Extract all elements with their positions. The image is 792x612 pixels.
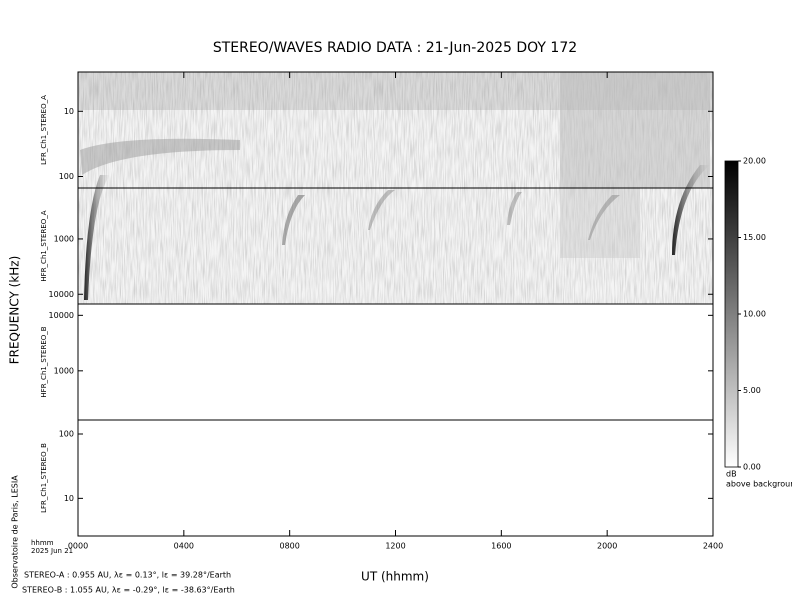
x-tick-label: 2000	[597, 542, 617, 551]
panel-label: HFR_Ch1_STEREO_B	[40, 326, 48, 397]
credit: Observatoire de Paris, LESIA	[11, 475, 20, 589]
panel-frame	[77, 419, 714, 537]
y-tick-label: 10	[64, 494, 74, 503]
colorbar-tick-label: 15.00	[743, 233, 766, 242]
x-tick-label: 0800	[279, 542, 299, 551]
x-tick-label: 1600	[491, 542, 511, 551]
y-tick-label: 10	[64, 107, 74, 116]
colorbar-label: dB	[726, 470, 737, 479]
colorbar-tick-label: 10.00	[743, 310, 766, 319]
y-axis-label: FREQUENCY (kHz)	[8, 256, 22, 365]
stereo-b-info: STEREO-B : 1.055 AU, λε = -0.29°, lε = -…	[22, 586, 235, 595]
y-tick-label: 1000	[54, 366, 74, 375]
chart-title: STEREO/WAVES RADIO DATA : 21-Jun-2025 DO…	[213, 40, 577, 56]
y-tick-label: 1000	[54, 234, 74, 243]
panel-label: HFR_Ch1_STEREO_A	[40, 210, 48, 281]
x-tick-label: 2400	[703, 542, 723, 551]
colorbar-sublabel: above background	[726, 480, 792, 489]
panel-label: LFR_Ch1_STEREO_B	[40, 443, 48, 513]
y-tick-label: 100	[59, 429, 74, 438]
x-axis-label: UT (hhmm)	[361, 570, 429, 584]
panel-frame	[77, 303, 714, 421]
colorbar	[724, 160, 739, 468]
date-label: 2025 Jun 21	[31, 547, 73, 555]
colorbar-tick-label: 0.00	[743, 463, 761, 472]
time-label: hhmm	[31, 539, 54, 547]
y-tick-label: 10000	[49, 290, 74, 299]
panel-label: LFR_Ch1_STEREO_A	[40, 95, 48, 165]
colorbar-tick-label: 5.00	[743, 386, 761, 395]
y-tick-label: 10000	[49, 311, 74, 320]
x-tick-label: 0400	[174, 542, 194, 551]
stereo-a-info: STEREO-A : 0.955 AU, λε = 0.13°, lε = 39…	[24, 571, 231, 580]
colorbar-tick-label: 20.00	[743, 157, 766, 166]
y-tick-label: 100	[59, 172, 74, 181]
x-tick-label: 1200	[385, 542, 405, 551]
x-tick-label: 0000	[68, 542, 88, 551]
